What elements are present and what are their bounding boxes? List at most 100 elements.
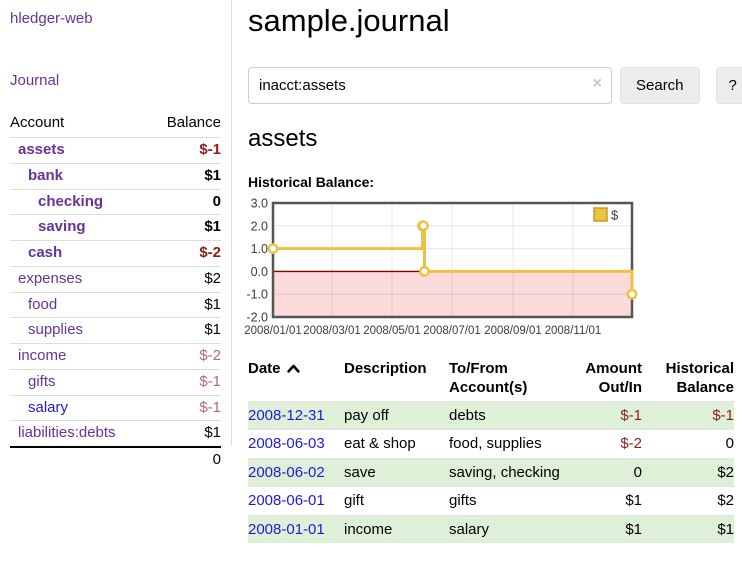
sort-ascending-icon xyxy=(286,364,300,373)
account-link-expenses[interactable]: expenses xyxy=(18,269,83,287)
x-tick-label: 2008/09/01 xyxy=(484,325,542,337)
account-link-gifts[interactable]: gifts xyxy=(28,372,56,390)
transaction-accounts: gifts xyxy=(449,492,477,510)
register-row: 2008-06-02 save saving, checking 0 $2 xyxy=(248,458,734,487)
transaction-date-link[interactable]: 2008-12-31 xyxy=(248,406,325,424)
data-point-marker xyxy=(626,288,638,300)
transaction-description: gift xyxy=(344,492,365,510)
accounts-total-value: 0 xyxy=(212,451,221,468)
transaction-balance: $2 xyxy=(717,463,734,481)
accounts-total-row: 0 xyxy=(10,447,221,473)
negative-region-fill xyxy=(273,271,632,317)
search-box: × xyxy=(248,67,612,105)
account-row: food $1 xyxy=(10,292,221,318)
transaction-amount: 0 xyxy=(633,463,642,481)
search-button[interactable]: Search xyxy=(620,67,700,105)
transaction-description: eat & shop xyxy=(344,435,416,453)
register-row: 2008-12-31 pay off debts $-1 $-1 xyxy=(248,401,734,430)
transaction-balance: $1 xyxy=(717,520,734,538)
accounts-header-balance: Balance xyxy=(166,114,221,131)
help-button[interactable]: ? xyxy=(715,67,742,105)
y-tick-label: 3.0 xyxy=(251,196,268,210)
register-header-row: Date Description To/From Account(s) Amou… xyxy=(248,356,734,402)
account-link-food[interactable]: food xyxy=(28,295,58,313)
x-tick-label: 2008/01/01 xyxy=(244,325,302,337)
register-row: 2008-06-01 gift gifts $1 $2 xyxy=(248,486,734,516)
account-link-assets[interactable]: assets xyxy=(18,141,65,158)
transaction-amount: $1 xyxy=(625,520,642,538)
account-balance: $-2 xyxy=(199,347,221,364)
account-row: gifts $-1 xyxy=(10,369,221,395)
transaction-description: income xyxy=(344,520,393,538)
clear-search-icon[interactable]: × xyxy=(592,75,602,93)
legend-swatch xyxy=(593,206,608,222)
account-row: salary $-1 xyxy=(10,395,221,421)
transaction-date-link[interactable]: 2008-06-01 xyxy=(248,492,325,510)
register-header-date-label: Date xyxy=(248,359,281,377)
account-link-bank[interactable]: bank xyxy=(28,166,64,184)
account-link-supplies[interactable]: supplies xyxy=(28,321,84,339)
account-balance: $-1 xyxy=(199,372,221,390)
account-link-salary[interactable]: salary xyxy=(28,398,69,416)
account-balance: $2 xyxy=(204,269,221,287)
account-row: bank $1 xyxy=(10,163,221,189)
account-balance: $-2 xyxy=(199,244,221,261)
transaction-date-link[interactable]: 2008-01-01 xyxy=(248,520,325,538)
register-header-date[interactable]: Date xyxy=(248,356,344,402)
search-input[interactable] xyxy=(248,67,612,105)
transaction-accounts: debts xyxy=(449,406,486,424)
account-link-cash[interactable]: cash xyxy=(28,244,63,261)
x-tick-label: 2008/05/01 xyxy=(363,325,421,337)
account-row: expenses $2 xyxy=(10,266,221,292)
main-content: sample.journal × Search ? assets Histori… xyxy=(232,0,742,544)
search-form: × Search ? xyxy=(248,67,742,105)
account-balance: 0 xyxy=(212,192,221,210)
account-balance: $1 xyxy=(204,218,221,236)
transaction-date-link[interactable]: 2008-06-03 xyxy=(248,435,325,453)
account-row: saving $1 xyxy=(10,214,221,241)
account-balance: $-1 xyxy=(199,398,221,416)
account-row: checking 0 xyxy=(10,189,221,215)
x-tick-label: 2008/11/01 xyxy=(545,325,602,337)
y-tick-label: -2.0 xyxy=(246,310,268,324)
account-link-saving[interactable]: saving xyxy=(38,218,86,236)
accounts-table: Account Balance assets $-1 bank $1 checking 0… xyxy=(10,110,221,473)
transaction-amount: $1 xyxy=(625,492,642,510)
y-tick-label: 2.0 xyxy=(251,219,268,233)
account-balance: $1 xyxy=(204,321,221,339)
plot-border xyxy=(271,201,634,318)
transaction-date-link[interactable]: 2008-06-02 xyxy=(248,463,325,481)
transaction-accounts: salary xyxy=(449,520,490,538)
transaction-accounts: food, supplies xyxy=(449,435,542,453)
account-balance: $1 xyxy=(204,424,221,442)
y-tick-label: -1.0 xyxy=(246,287,268,301)
page-title: sample.journal xyxy=(248,3,450,38)
account-row: supplies $1 xyxy=(10,317,221,344)
data-point-marker xyxy=(267,242,279,254)
account-link-checking[interactable]: checking xyxy=(38,192,104,210)
y-tick-label: 1.0 xyxy=(251,242,268,256)
x-tick-label: 2008/03/01 xyxy=(303,325,361,337)
account-balance: $1 xyxy=(204,166,221,184)
hledger-web-app: hledger-web Journal Account Balance asse… xyxy=(10,0,742,544)
transaction-balance: $2 xyxy=(717,492,734,510)
nav-journal-link[interactable]: Journal xyxy=(10,72,60,89)
historical-balance-chart: $3.0 2.0 1.0 0.0 -1.0 -2.0 2008/01/01 2008/03/0… xyxy=(244,196,742,339)
register-header-accounts: To/From Account(s) xyxy=(449,359,528,397)
accounts-header-row: Account Balance xyxy=(10,110,221,138)
transaction-balance: 0 xyxy=(725,435,734,453)
account-balance: $-1 xyxy=(199,141,221,158)
account-link-income[interactable]: income xyxy=(18,347,67,364)
transaction-amount: $-1 xyxy=(620,406,642,424)
account-link-liabilities-debts[interactable]: liabilities:debts xyxy=(18,424,116,442)
transaction-amount: $-2 xyxy=(620,435,642,453)
account-row: assets $-1 xyxy=(10,137,221,164)
accounts-header-account: Account xyxy=(10,114,65,131)
legend-label: $ xyxy=(611,207,619,222)
account-balance: $1 xyxy=(204,295,221,313)
register-table: Date Description To/From Account(s) Amou… xyxy=(248,356,734,544)
account-row: liabilities:debts $1 xyxy=(10,420,221,447)
brand-link[interactable]: hledger-web xyxy=(10,10,93,27)
register-header-description: Description xyxy=(344,359,427,377)
